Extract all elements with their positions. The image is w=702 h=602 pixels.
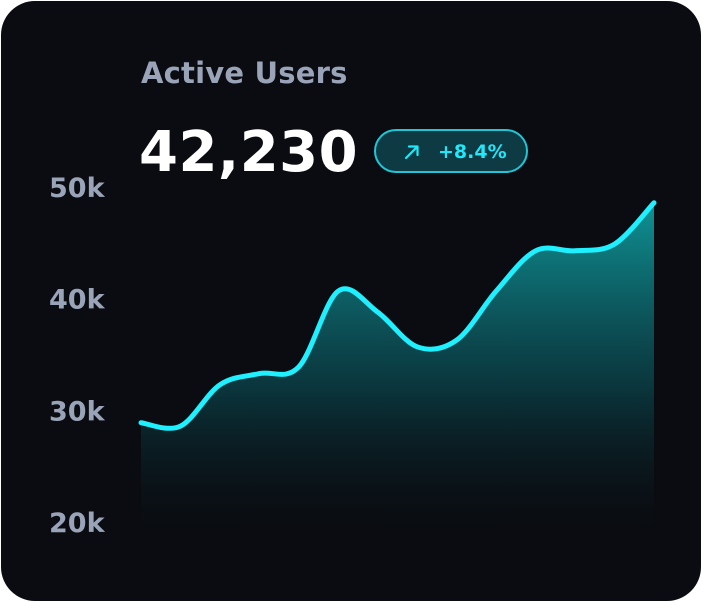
- data-point: [612, 242, 617, 247]
- y-tick-label: 50k: [49, 173, 106, 204]
- data-point: [494, 289, 499, 294]
- y-tick-label: 30k: [49, 396, 106, 427]
- data-point: [296, 364, 301, 369]
- data-point: [336, 289, 341, 294]
- change-badge: +8.4%: [374, 129, 528, 173]
- data-point: [573, 248, 578, 253]
- data-point: [257, 371, 262, 376]
- y-tick-label: 20k: [49, 508, 106, 539]
- y-tick-label: 40k: [49, 285, 106, 316]
- series-line: [138, 200, 657, 431]
- data-point: [375, 310, 380, 315]
- card-title: Active Users: [141, 56, 348, 90]
- data-point: [178, 424, 183, 429]
- y-axis: 50k 40k 30k 20k: [49, 173, 106, 539]
- arrow-up-right-icon: [404, 145, 419, 160]
- data-point: [652, 200, 657, 205]
- data-point: [415, 344, 420, 349]
- data-point: [533, 248, 538, 253]
- data-point: [454, 338, 459, 343]
- data-point: [217, 382, 222, 387]
- change-percent: +8.4%: [438, 141, 507, 163]
- series-area: [141, 202, 654, 532]
- active-users-value: 42,230: [139, 120, 359, 185]
- data-point: [139, 420, 144, 425]
